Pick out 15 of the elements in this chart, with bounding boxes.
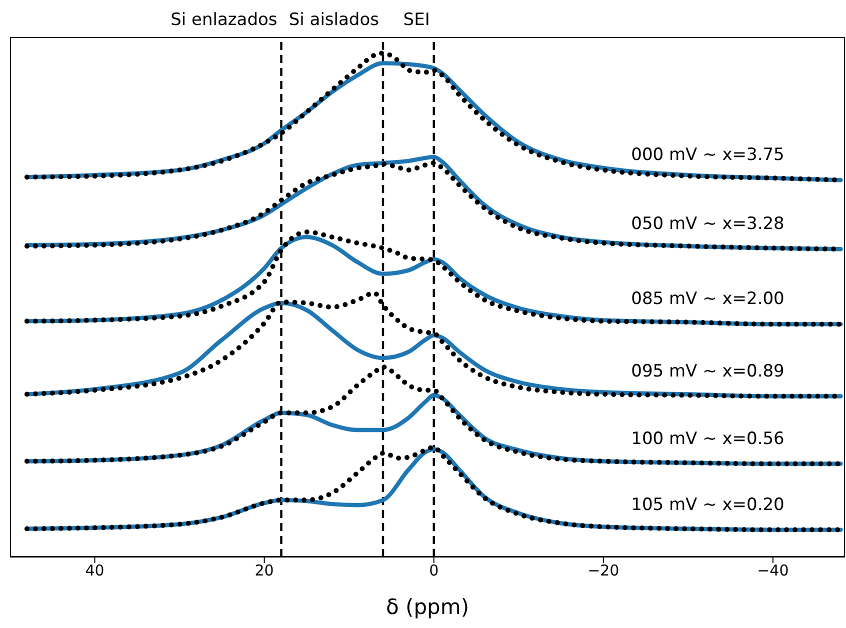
x-tick-label: −40 <box>757 562 789 580</box>
annotation: 095 mV ~ x=0.89 <box>631 361 784 382</box>
annotation: 100 mV ~ x=0.56 <box>631 428 784 449</box>
ref-line-label: SEI <box>403 10 430 30</box>
ref-line-label: Si enlazados <box>170 10 278 30</box>
annotation: 000 mV ~ x=3.75 <box>631 145 784 166</box>
annotation: 085 mV ~ x=2.00 <box>631 289 784 310</box>
x-tick-label: 0 <box>429 562 439 580</box>
x-axis-title: δ (ppm) <box>386 595 470 619</box>
x-tick-label: 40 <box>85 562 104 580</box>
x-tick-label: −20 <box>588 562 620 580</box>
annotation: 050 mV ~ x=3.28 <box>631 214 784 234</box>
x-tick-label: 20 <box>254 562 274 580</box>
ref-line-label: Si aislados <box>288 10 380 30</box>
annotation: 105 mV ~ x=0.20 <box>631 494 784 515</box>
